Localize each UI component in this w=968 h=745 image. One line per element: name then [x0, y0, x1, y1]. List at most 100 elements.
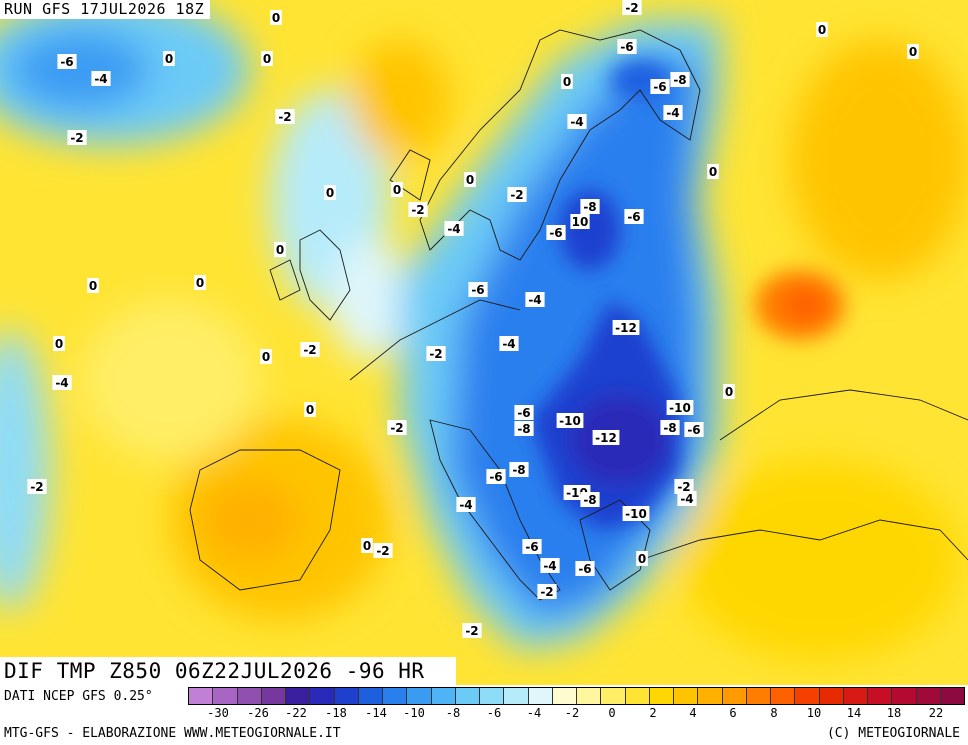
legend-tick-label: 6: [729, 706, 737, 720]
svg-text:-12: -12: [595, 431, 617, 445]
legend-tick-label: -18: [325, 706, 347, 720]
legend-tick-label: -8: [445, 706, 461, 720]
svg-text:-4: -4: [94, 72, 107, 86]
isotherm-label: -6: [650, 79, 670, 94]
legend-swatch: [795, 688, 820, 704]
svg-text:0: 0: [55, 337, 63, 351]
svg-text:-4: -4: [55, 376, 68, 390]
svg-text:-6: -6: [627, 210, 640, 224]
isotherm-label: -2: [507, 187, 527, 202]
svg-text:-2: -2: [411, 203, 424, 217]
isotherm-label: -4: [444, 221, 464, 236]
isotherm-label: 0: [261, 51, 273, 66]
isotherm-label: 0: [324, 185, 336, 200]
legend-swatch: [407, 688, 432, 704]
legend-swatch: [746, 688, 771, 704]
legend-tick-label: 18: [886, 706, 902, 720]
isotherm-label: -2: [674, 479, 694, 494]
isotherm-label: -6: [575, 561, 595, 576]
isotherm-label: -8: [660, 420, 680, 435]
isotherm-label: 0: [274, 242, 286, 257]
svg-text:-2: -2: [465, 624, 478, 638]
svg-text:-8: -8: [663, 421, 676, 435]
svg-text:0: 0: [466, 173, 474, 187]
isotherm-label: -2: [537, 584, 557, 599]
color-legend: [188, 687, 965, 705]
isotherm-label: 0: [391, 182, 403, 197]
isotherm-label: -6: [468, 282, 488, 297]
svg-text:-6: -6: [525, 540, 538, 554]
svg-text:-6: -6: [578, 562, 591, 576]
legend-swatch: [310, 688, 335, 704]
legend-tick-label: 8: [770, 706, 778, 720]
isotherm-label: -8: [514, 421, 534, 436]
legend-tick-label: -4: [526, 706, 542, 720]
svg-text:-10: -10: [559, 414, 581, 428]
legend-tick-label: -2: [564, 706, 580, 720]
legend-swatch: [480, 688, 505, 704]
isotherm-label: -2: [462, 623, 482, 638]
isotherm-label: -4: [525, 292, 545, 307]
data-source: DATI NCEP GFS 0.25°: [4, 689, 153, 704]
legend-swatch: [286, 688, 311, 704]
svg-text:0: 0: [563, 75, 571, 89]
isotherm-label: -10: [666, 400, 694, 415]
isotherm-label: 0: [304, 402, 316, 417]
isotherm-label: -2: [622, 0, 642, 15]
legend-swatch: [552, 688, 577, 704]
legend-tick-label: -30: [207, 706, 229, 720]
svg-text:-6: -6: [489, 470, 502, 484]
svg-text:0: 0: [709, 165, 717, 179]
svg-text:-10: -10: [669, 401, 691, 415]
isotherm-label: -2: [387, 420, 407, 435]
svg-text:0: 0: [818, 23, 826, 37]
svg-text:-6: -6: [653, 80, 666, 94]
isotherm-label: 0: [260, 349, 272, 364]
isotherm-label: 0: [707, 164, 719, 179]
isotherm-label: 0: [361, 538, 373, 553]
svg-text:-2: -2: [278, 110, 291, 124]
map-panel: -2 -6 -4 0 0 -2 0 -2 0 0 0 0 0 0 0 0 -2 -2 -2 -6 -6 -8 -4 0 -4 0-…: [0, 0, 968, 685]
isotherm-label: -4: [540, 558, 560, 573]
legend-swatch: [383, 688, 408, 704]
legend-tick-label: 14: [846, 706, 862, 720]
svg-text:-2: -2: [376, 544, 389, 558]
legend-tick-label: 2: [649, 706, 657, 720]
svg-text:-2: -2: [510, 188, 523, 202]
footer: DATI NCEP GFS 0.25° -30 -26 -22 -18 -14 -10 -8…: [0, 685, 968, 745]
legend-tick-label: -10: [403, 706, 425, 720]
svg-text:-8: -8: [512, 463, 525, 477]
isotherm-label: -4: [567, 114, 587, 129]
legend-tick-label: 4: [689, 706, 697, 720]
isotherm-label: -4: [456, 497, 476, 512]
svg-text:-6: -6: [687, 423, 700, 437]
legend-swatch: [843, 688, 868, 704]
legend-swatch: [940, 688, 964, 704]
svg-text:0: 0: [276, 243, 284, 257]
legend-swatch: [237, 688, 262, 704]
legend-swatch: [625, 688, 650, 704]
isotherm-label: 10: [570, 214, 590, 229]
legend-swatch: [261, 688, 286, 704]
legend-swatch: [334, 688, 359, 704]
svg-text:0: 0: [909, 45, 917, 59]
legend-swatch: [649, 688, 674, 704]
legend-tick-label: -14: [365, 706, 387, 720]
isotherm-label: -6: [684, 422, 704, 437]
isotherm-label: -2: [27, 479, 47, 494]
isotherm-label: -12: [612, 320, 640, 335]
isotherm-label: -10: [556, 413, 584, 428]
isotherm-label: 0: [464, 172, 476, 187]
isotherm-label: 0: [636, 551, 648, 566]
svg-text:-2: -2: [677, 480, 690, 494]
svg-text:-8: -8: [517, 422, 530, 436]
svg-text:10: 10: [572, 215, 589, 229]
legend-swatch: [189, 688, 214, 704]
isotherm-label: -8: [580, 492, 600, 507]
svg-text:-2: -2: [625, 1, 638, 15]
isotherm-label: 0: [194, 275, 206, 290]
svg-text:-2: -2: [390, 421, 403, 435]
isotherm-label: -6: [624, 209, 644, 224]
legend-swatch: [358, 688, 383, 704]
